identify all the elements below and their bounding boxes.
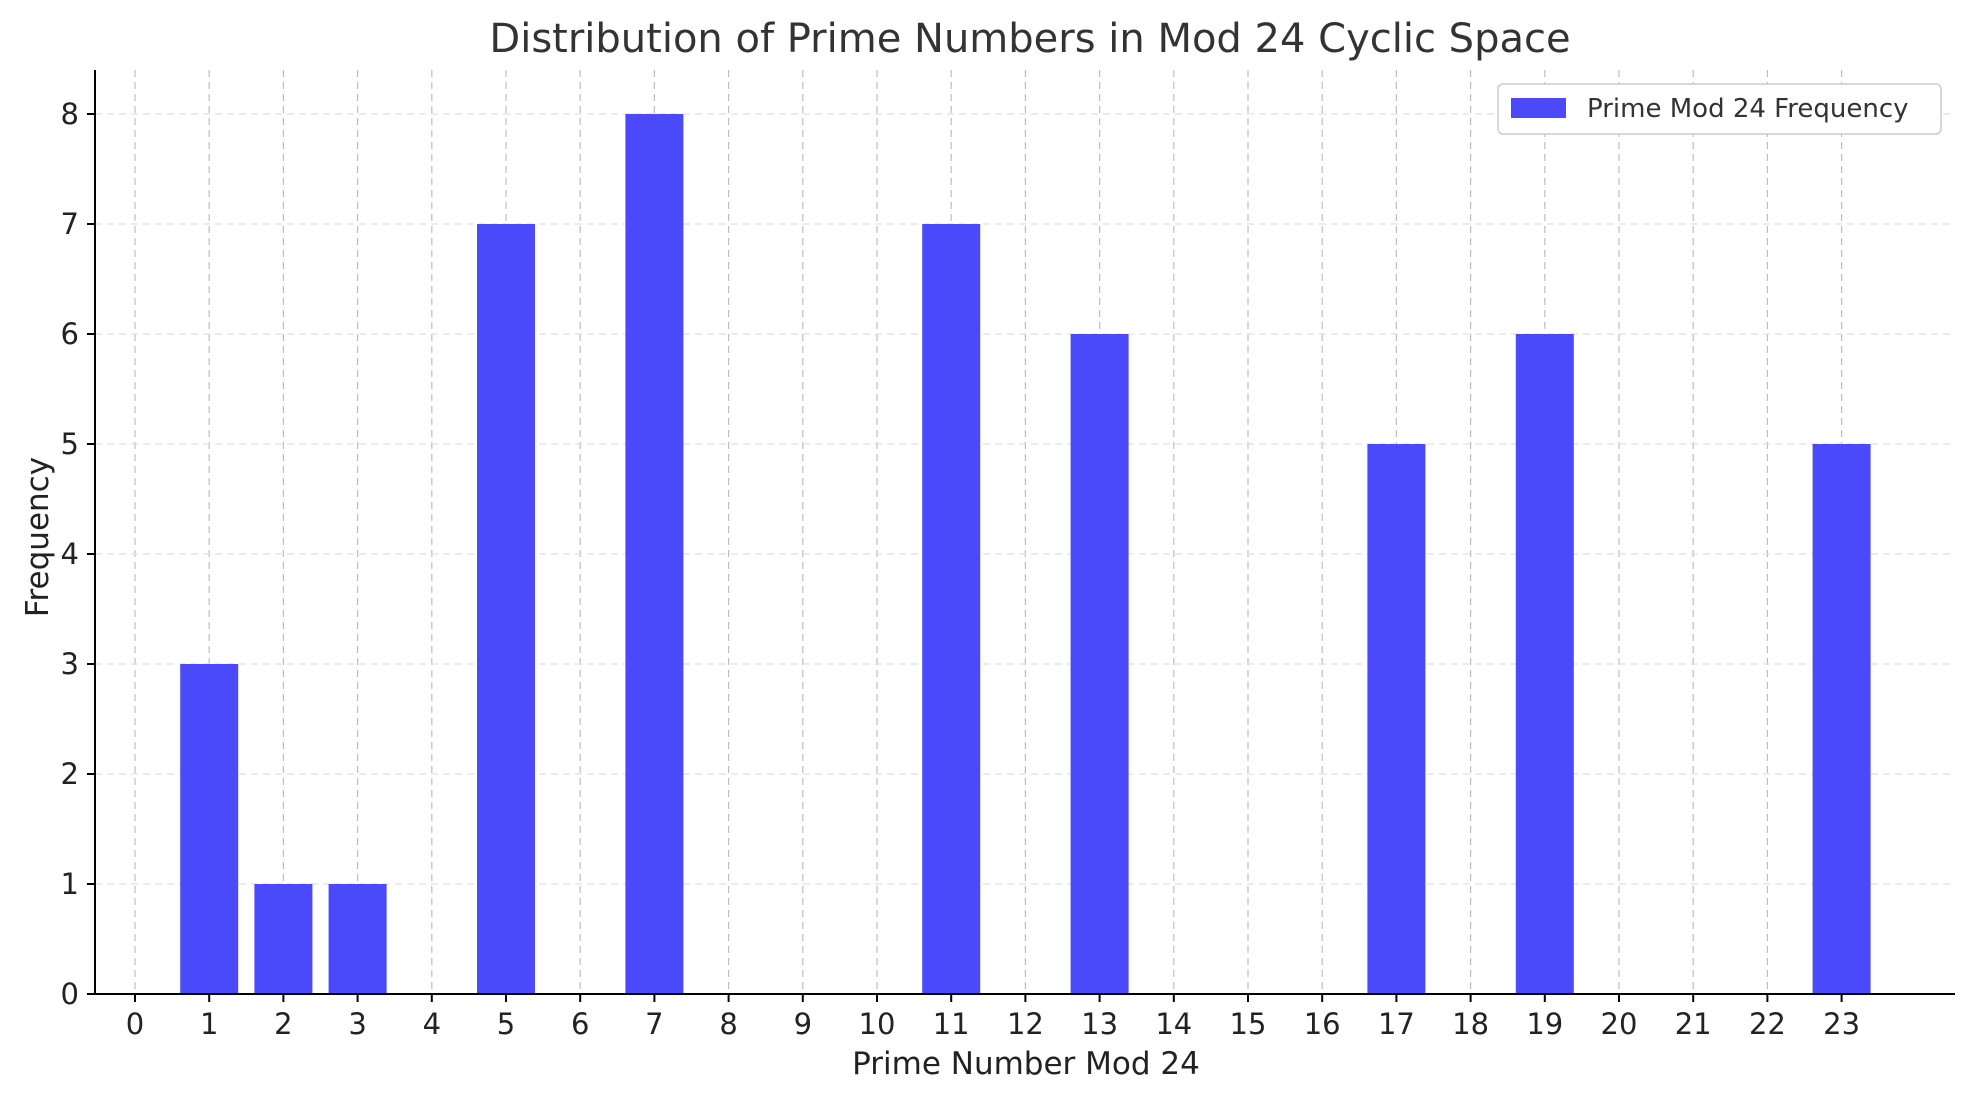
x-tick-label: 3 <box>348 1007 366 1041</box>
x-tick-label: 11 <box>933 1007 970 1041</box>
y-axis-ticks: 0 1 2 3 4 5 6 7 8 <box>61 97 95 1011</box>
bar <box>922 224 981 994</box>
x-tick-label: 1 <box>200 1007 218 1041</box>
x-axis-ticks: 0 1 2 3 4 5 6 7 8 9 10 11 12 13 14 15 16 17 18 19 20 21 22 23 <box>126 994 1860 1041</box>
y-tick-label: 6 <box>61 317 79 351</box>
bar <box>625 114 684 994</box>
grid <box>95 70 1955 995</box>
x-tick-label: 18 <box>1452 1007 1489 1041</box>
x-tick-label: 10 <box>859 1007 896 1041</box>
x-tick-label: 14 <box>1155 1007 1192 1041</box>
y-tick-label: 2 <box>61 757 79 791</box>
x-tick-label: 21 <box>1675 1007 1712 1041</box>
y-axis-label: Frequency <box>20 457 56 617</box>
x-tick-label: 9 <box>794 1007 812 1041</box>
bar <box>1367 444 1426 994</box>
bar <box>1070 334 1129 994</box>
y-tick-label: 0 <box>61 977 79 1011</box>
x-tick-label: 19 <box>1526 1007 1563 1041</box>
y-tick-label: 5 <box>61 427 79 461</box>
y-tick-label: 8 <box>61 97 79 131</box>
chart-title: Distribution of Prime Numbers in Mod 24 … <box>489 16 1570 62</box>
legend-label: Prime Mod 24 Frequency <box>1587 94 1909 124</box>
x-tick-label: 5 <box>497 1007 515 1041</box>
x-tick-label: 23 <box>1823 1007 1860 1041</box>
x-tick-label: 8 <box>719 1007 737 1041</box>
bar <box>180 664 239 994</box>
bar <box>1515 334 1574 994</box>
x-tick-label: 16 <box>1304 1007 1341 1041</box>
y-tick-label: 4 <box>61 537 79 571</box>
legend: Prime Mod 24 Frequency <box>1497 83 1942 135</box>
x-tick-label: 20 <box>1601 1007 1638 1041</box>
bar <box>328 884 387 994</box>
x-tick-label: 2 <box>274 1007 292 1041</box>
x-tick-label: 17 <box>1378 1007 1415 1041</box>
y-tick-label: 3 <box>61 647 79 681</box>
x-tick-label: 6 <box>571 1007 589 1041</box>
x-tick-label: 12 <box>1007 1007 1044 1041</box>
x-tick-label: 13 <box>1081 1007 1118 1041</box>
x-tick-label: 7 <box>645 1007 663 1041</box>
bars <box>180 114 1871 994</box>
x-tick-label: 4 <box>423 1007 441 1041</box>
bar <box>477 224 535 994</box>
y-tick-label: 7 <box>61 207 79 241</box>
bar <box>1812 444 1871 994</box>
x-tick-label: 15 <box>1230 1007 1267 1041</box>
legend-box <box>1497 83 1942 135</box>
x-axis-label: Prime Number Mod 24 <box>852 1046 1200 1082</box>
y-tick-label: 1 <box>61 867 79 901</box>
bar <box>254 884 313 994</box>
legend-swatch <box>1511 98 1566 118</box>
x-tick-label: 0 <box>126 1007 144 1041</box>
x-tick-label: 22 <box>1749 1007 1786 1041</box>
